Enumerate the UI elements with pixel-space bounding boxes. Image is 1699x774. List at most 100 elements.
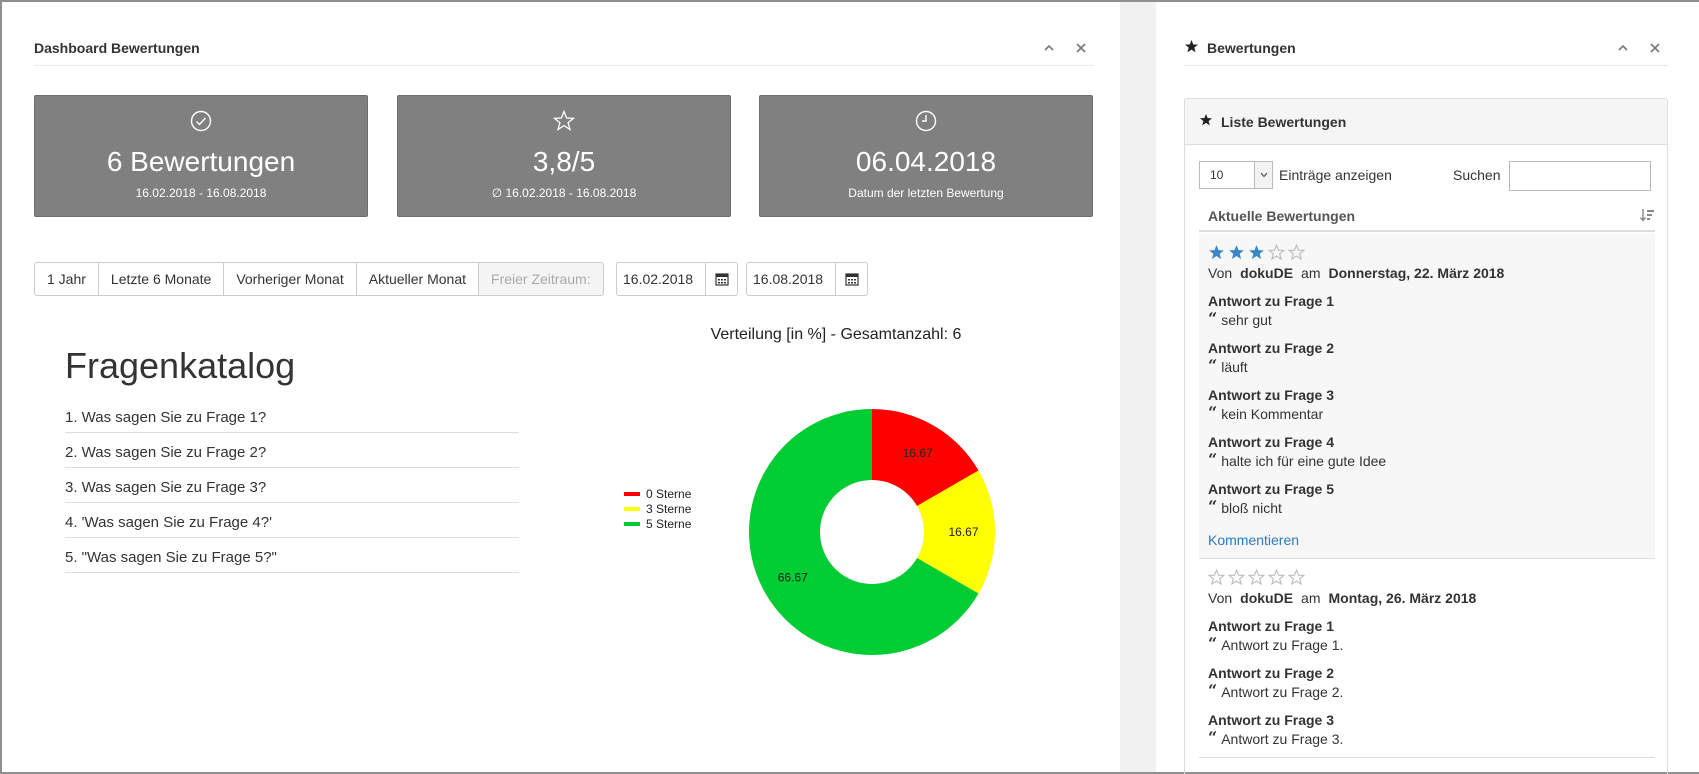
- star-filled-icon: [1209, 244, 1224, 259]
- question-item: 2. Was sagen Sie zu Frage 2?: [65, 433, 519, 468]
- answer-block: Antwort zu Frage 1 “Antwort zu Frage 1.: [1208, 618, 1647, 653]
- answer-question: Antwort zu Frage 2: [1208, 340, 1335, 356]
- donut-label-1: 16.67: [948, 525, 978, 539]
- search-input[interactable]: [1509, 161, 1651, 191]
- answer-question: Antwort zu Frage 1: [1208, 618, 1335, 634]
- star-empty-icon: [1248, 568, 1265, 585]
- answer-block: Antwort zu Frage 5 “bloß nicht: [1208, 481, 1647, 516]
- review-item: Von dokuDE am Donnerstag, 22. März 2018 Antw…: [1199, 234, 1655, 559]
- question-item: 5. "Was sagen Sie zu Frage 5?": [65, 538, 519, 573]
- answer-question: Antwort zu Frage 3: [1208, 387, 1335, 403]
- date-from-group: [616, 262, 738, 296]
- answer-text: läuft: [1221, 359, 1248, 375]
- review-author: dokuDE: [1240, 265, 1294, 281]
- chart-title: Verteilung [in %] - Gesamtanzahl: 6: [710, 326, 962, 343]
- answer-text: halte ich für eine gute Idee: [1221, 453, 1387, 469]
- quote-icon: “: [1208, 356, 1218, 375]
- reviews-list: Von dokuDE am Donnerstag, 22. März 2018 Antw…: [1199, 234, 1655, 758]
- star-icon: [1199, 113, 1213, 130]
- clock-icon: [760, 110, 1092, 132]
- stat-value: 6 Bewertungen: [106, 146, 296, 177]
- filter-6-months-button[interactable]: Letzte 6 Monate: [97, 262, 225, 296]
- donut-label-2: 66.67: [778, 571, 808, 585]
- answer-text: Antwort zu Frage 2.: [1221, 684, 1344, 700]
- stat-value: 3,8/5: [532, 146, 596, 177]
- ratings-panel: Bewertungen Liste Bewertungen 10: [1156, 2, 1699, 774]
- catalog-title: Fragenkatalog: [65, 345, 296, 386]
- ratings-list-box: Liste Bewertungen 10 Einträge anzeigen S…: [1184, 98, 1668, 774]
- answer-text: Antwort zu Frage 3.: [1221, 731, 1344, 747]
- quote-icon: “: [1208, 728, 1218, 747]
- answer-question: Antwort zu Frage 5: [1208, 481, 1335, 497]
- quote-icon: “: [1208, 403, 1218, 422]
- stat-sub: ∅ 16.02.2018 - 16.08.2018: [491, 186, 637, 200]
- question-item: 3. Was sagen Sie zu Frage 3?: [65, 468, 519, 503]
- answer-text: kein Kommentar: [1221, 406, 1324, 422]
- close-icon[interactable]: [1648, 41, 1662, 55]
- review-date: Donnerstag, 22. März 2018: [1328, 265, 1505, 281]
- star-empty-icon: [1228, 568, 1245, 585]
- stat-sub: 16.02.2018 - 16.08.2018: [135, 186, 267, 200]
- stat-sub: Datum der letzten Bewertung: [848, 186, 1004, 200]
- stat-card-average: 3,8/5 ∅ 16.02.2018 - 16.08.2018: [397, 95, 731, 217]
- filter-current-month-button[interactable]: Aktueller Monat: [355, 262, 480, 296]
- review-item: Von dokuDE am Montag, 26. März 2018 Antwort …: [1199, 559, 1655, 758]
- ratings-title: Bewertungen: [1207, 39, 1296, 56]
- star-filled-icon: [1229, 244, 1244, 259]
- answer-block: Antwort zu Frage 1 “sehr gut: [1208, 293, 1647, 328]
- answer-question: Antwort zu Frage 4: [1208, 434, 1335, 450]
- donut-label-0: 16.67: [903, 446, 933, 460]
- donut-slice-2: [748, 409, 979, 655]
- filter-previous-month-button[interactable]: Vorheriger Monat: [223, 262, 357, 296]
- donut-chart: 16.67 16.67 66.67: [748, 409, 995, 655]
- calendar-icon[interactable]: [706, 262, 738, 296]
- answer-text: bloß nicht: [1221, 500, 1282, 516]
- filter-1-year-button[interactable]: 1 Jahr: [34, 262, 99, 296]
- answer-question: Antwort zu Frage 1: [1208, 293, 1335, 309]
- star-empty-icon: [1268, 243, 1285, 260]
- comment-link[interactable]: Kommentieren: [1208, 532, 1300, 548]
- question-item: 4. 'Was sagen Sie zu Frage 4?': [65, 503, 519, 538]
- star-empty-icon: [1268, 568, 1285, 585]
- table-controls: 10 Einträge anzeigen Suchen: [1199, 161, 1655, 191]
- period-filter-bar: 1 Jahr Letzte 6 Monate Vorheriger Monat …: [34, 262, 604, 296]
- answer-block: Antwort zu Frage 4 “halte ich für eine gu…: [1208, 434, 1647, 469]
- review-author: dokuDE: [1240, 590, 1294, 606]
- calendar-icon[interactable]: [836, 262, 868, 296]
- quote-icon: “: [1208, 681, 1218, 700]
- answer-question: Antwort zu Frage 2: [1208, 665, 1335, 681]
- chart-legend: 0 Sterne 3 Sterne 5 Sterne: [624, 486, 691, 531]
- stat-value: 06.04.2018: [855, 146, 997, 177]
- quote-icon: “: [1208, 497, 1218, 516]
- page-size-select[interactable]: 10: [1199, 161, 1273, 189]
- donut-slice-1: [917, 470, 995, 594]
- donut-slice-0: [872, 409, 979, 507]
- date-from-input[interactable]: [616, 262, 706, 296]
- stat-card-last-date: 06.04.2018 Datum der letzten Bewertung: [759, 95, 1093, 217]
- rating-stars: [1208, 242, 1647, 262]
- quote-icon: “: [1208, 309, 1218, 328]
- star-filled-icon: [1249, 244, 1264, 259]
- review-date: Montag, 26. März 2018: [1328, 590, 1477, 606]
- legend-item-0: 0 Sterne: [624, 486, 691, 501]
- chevron-down-icon[interactable]: [1254, 162, 1272, 188]
- panel-gap: [1120, 2, 1156, 772]
- rating-stars: [1208, 567, 1647, 587]
- date-to-input[interactable]: [746, 262, 836, 296]
- star-empty-icon: [1288, 243, 1305, 260]
- column-header[interactable]: Aktuelle Bewertungen: [1199, 202, 1655, 232]
- sort-icon[interactable]: [1639, 208, 1655, 225]
- answer-block: Antwort zu Frage 3 “kein Kommentar: [1208, 387, 1647, 422]
- quote-icon: “: [1208, 634, 1218, 653]
- close-icon[interactable]: [1074, 41, 1088, 55]
- collapse-icon[interactable]: [1616, 41, 1630, 55]
- legend-item-2: 5 Sterne: [624, 516, 691, 531]
- filter-custom-range-label: Freier Zeitraum:: [478, 262, 604, 296]
- dashboard-panel: Dashboard Bewertungen 6 Bewertungen 16.0…: [2, 2, 1120, 772]
- legend-item-1: 3 Sterne: [624, 501, 691, 516]
- collapse-icon[interactable]: [1042, 41, 1056, 55]
- question-list: 1. Was sagen Sie zu Frage 1? 2. Was sage…: [65, 398, 519, 573]
- review-meta: Von dokuDE am Montag, 26. März 2018: [1208, 590, 1477, 606]
- list-box-header: Liste Bewertungen: [1185, 99, 1667, 145]
- stat-card-count: 6 Bewertungen 16.02.2018 - 16.08.2018: [34, 95, 368, 217]
